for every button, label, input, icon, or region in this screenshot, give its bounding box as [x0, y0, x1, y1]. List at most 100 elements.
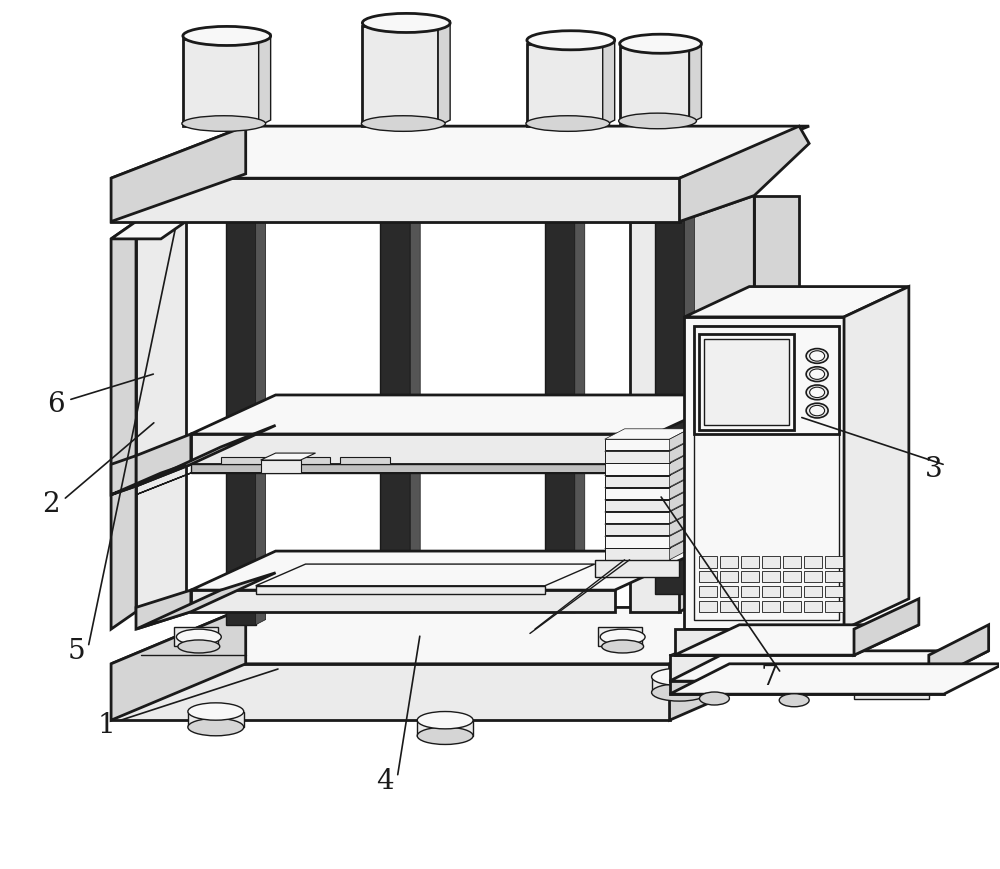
Polygon shape	[680, 127, 809, 222]
Polygon shape	[783, 571, 801, 582]
Polygon shape	[783, 600, 801, 612]
Polygon shape	[720, 600, 738, 612]
Ellipse shape	[602, 640, 644, 653]
Polygon shape	[605, 537, 670, 548]
Ellipse shape	[188, 719, 244, 736]
Polygon shape	[670, 539, 689, 561]
Polygon shape	[670, 441, 689, 463]
Polygon shape	[111, 127, 809, 179]
Ellipse shape	[620, 35, 701, 54]
Polygon shape	[670, 454, 689, 475]
Ellipse shape	[600, 629, 645, 645]
Polygon shape	[699, 600, 717, 612]
Polygon shape	[844, 288, 909, 629]
Ellipse shape	[362, 15, 450, 33]
Ellipse shape	[810, 388, 825, 398]
Polygon shape	[689, 42, 701, 124]
Polygon shape	[874, 674, 929, 686]
Polygon shape	[670, 655, 929, 681]
Polygon shape	[704, 339, 789, 426]
Text: 3: 3	[925, 455, 943, 482]
Polygon shape	[694, 326, 839, 620]
Polygon shape	[605, 490, 689, 501]
Polygon shape	[670, 527, 689, 548]
Polygon shape	[111, 456, 136, 495]
Polygon shape	[699, 586, 717, 597]
Polygon shape	[605, 502, 689, 513]
Text: 6: 6	[47, 391, 65, 418]
Polygon shape	[684, 317, 844, 629]
Ellipse shape	[176, 629, 221, 645]
Polygon shape	[605, 454, 689, 464]
Polygon shape	[762, 557, 780, 568]
Polygon shape	[620, 48, 689, 124]
Polygon shape	[741, 557, 759, 568]
Polygon shape	[699, 571, 717, 582]
Polygon shape	[136, 426, 276, 487]
Polygon shape	[281, 458, 330, 465]
Text: 1: 1	[97, 711, 115, 738]
Polygon shape	[684, 288, 909, 317]
Polygon shape	[340, 458, 390, 465]
Polygon shape	[894, 664, 929, 673]
Polygon shape	[670, 502, 689, 524]
Polygon shape	[670, 478, 689, 500]
Polygon shape	[854, 599, 919, 655]
Polygon shape	[605, 525, 670, 536]
Polygon shape	[670, 651, 989, 681]
Polygon shape	[174, 627, 218, 647]
Polygon shape	[741, 586, 759, 597]
Ellipse shape	[779, 694, 809, 706]
Polygon shape	[670, 429, 689, 451]
Polygon shape	[605, 476, 670, 488]
Polygon shape	[186, 214, 630, 222]
Polygon shape	[191, 552, 699, 590]
Polygon shape	[188, 712, 244, 727]
Polygon shape	[741, 571, 759, 582]
Polygon shape	[699, 557, 717, 568]
Polygon shape	[111, 664, 670, 720]
Polygon shape	[854, 686, 929, 699]
Polygon shape	[762, 571, 780, 582]
Ellipse shape	[810, 406, 825, 416]
Polygon shape	[605, 549, 670, 561]
Polygon shape	[191, 395, 739, 434]
Polygon shape	[256, 586, 545, 594]
Ellipse shape	[182, 116, 266, 132]
Polygon shape	[670, 664, 1000, 694]
Polygon shape	[575, 217, 585, 612]
Ellipse shape	[527, 31, 615, 50]
Text: 4: 4	[377, 767, 394, 794]
Polygon shape	[259, 34, 271, 127]
Ellipse shape	[188, 703, 244, 720]
Polygon shape	[783, 557, 801, 568]
Polygon shape	[825, 586, 843, 597]
Ellipse shape	[810, 369, 825, 380]
Polygon shape	[804, 557, 822, 568]
Polygon shape	[603, 38, 615, 127]
Polygon shape	[630, 222, 680, 612]
Polygon shape	[226, 222, 256, 625]
Polygon shape	[598, 627, 642, 647]
Polygon shape	[825, 600, 843, 612]
Polygon shape	[675, 629, 854, 655]
Polygon shape	[694, 326, 839, 434]
Ellipse shape	[361, 116, 445, 132]
Polygon shape	[655, 214, 684, 594]
Polygon shape	[410, 217, 420, 612]
Polygon shape	[605, 466, 689, 476]
Polygon shape	[111, 465, 186, 495]
Ellipse shape	[806, 404, 828, 419]
Polygon shape	[221, 458, 271, 465]
Polygon shape	[605, 513, 670, 524]
Polygon shape	[804, 586, 822, 597]
Ellipse shape	[806, 386, 828, 401]
Polygon shape	[111, 607, 799, 664]
Polygon shape	[762, 586, 780, 597]
Polygon shape	[605, 527, 689, 537]
Polygon shape	[186, 183, 709, 214]
Polygon shape	[720, 586, 738, 597]
Polygon shape	[191, 434, 655, 465]
Text: 2: 2	[42, 490, 60, 517]
Polygon shape	[256, 565, 595, 586]
